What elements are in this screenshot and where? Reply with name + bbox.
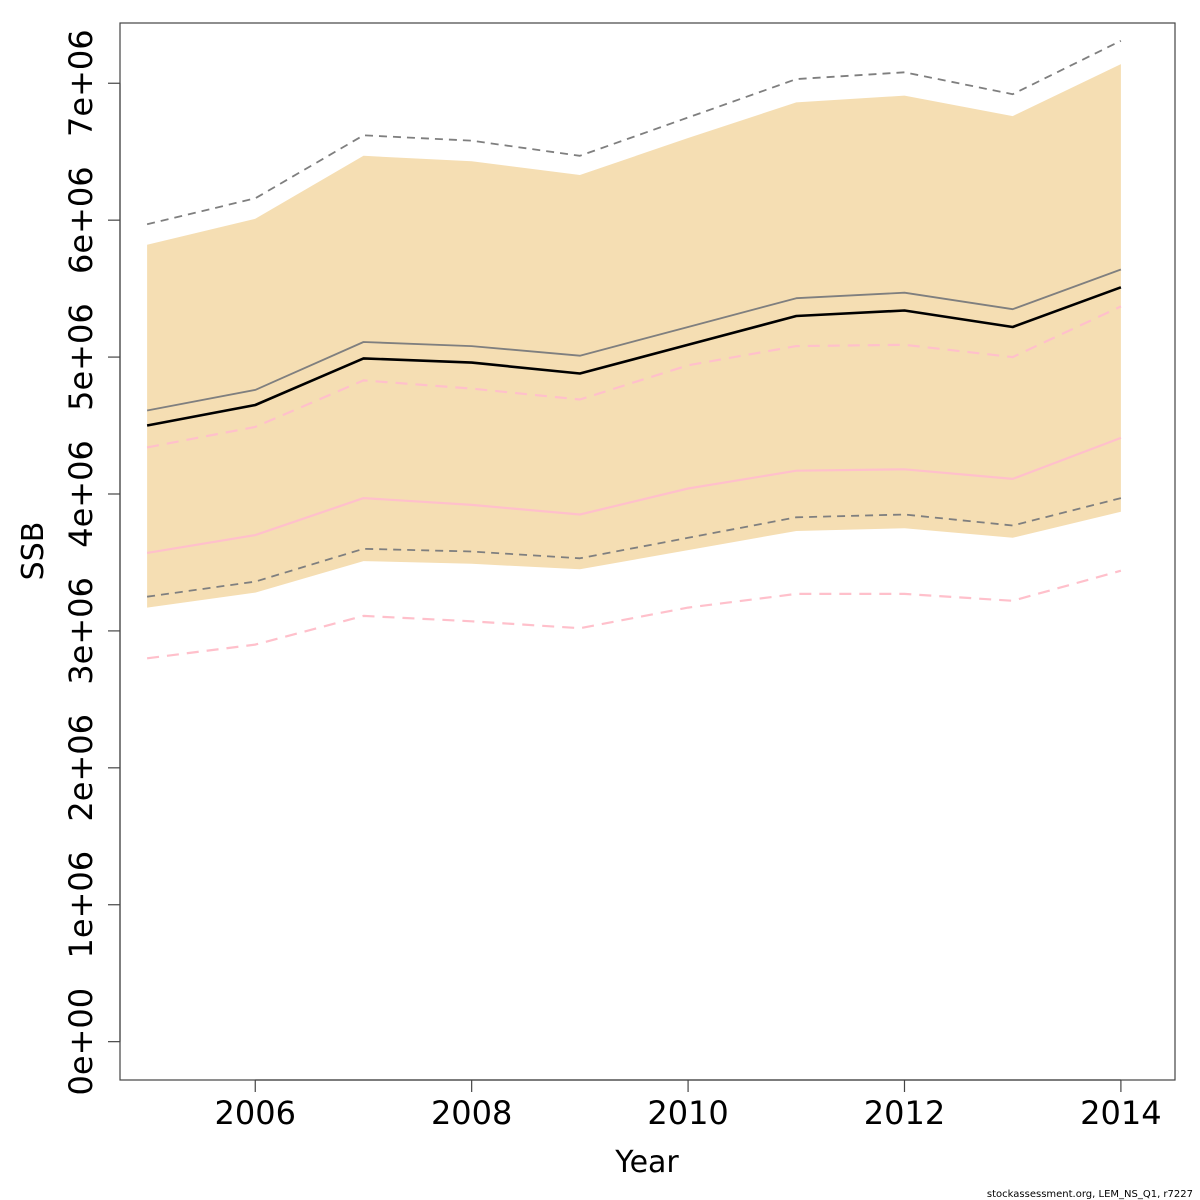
series-line-4 — [146, 305, 1122, 449]
y-tick-label: 2e+06 — [62, 714, 100, 822]
y-tick-label: 3e+06 — [62, 577, 100, 685]
series-line-7 — [146, 286, 1122, 427]
y-tick-label: 6e+06 — [62, 166, 100, 274]
series-line-6 — [146, 569, 1122, 660]
confidence-band — [147, 64, 1121, 608]
y-tick-label: 0e+00 — [62, 988, 100, 1096]
x-tick-label: 2008 — [431, 1094, 512, 1132]
y-axis-title: SSB — [16, 522, 51, 581]
footnote: stockassessment.org, LEM_NS_Q1, r7227 — [987, 1189, 1193, 1200]
y-tick-label: 5e+06 — [62, 303, 100, 411]
x-tick-label: 2012 — [864, 1094, 945, 1132]
x-axis-title: Year — [614, 1145, 679, 1180]
series-line-3 — [146, 497, 1122, 598]
plot-area — [146, 39, 1122, 660]
series-line-5 — [146, 436, 1122, 554]
x-tick-label: 2010 — [647, 1094, 728, 1132]
series-line-2 — [146, 268, 1122, 412]
series-line-1 — [146, 39, 1122, 226]
x-axis: 2006 2008 2010 2012 2014 — [215, 1079, 1162, 1132]
y-axis: 0e+00 1e+06 2e+06 3e+06 4e+06 5e+06 6e+06 7e+06 — [62, 29, 121, 1096]
y-tick-label: 7e+06 — [62, 29, 100, 137]
y-tick-label: 4e+06 — [62, 440, 100, 548]
x-tick-label: 2006 — [215, 1094, 296, 1132]
x-tick-label: 2014 — [1080, 1094, 1161, 1132]
y-tick-label: 1e+06 — [62, 851, 100, 959]
